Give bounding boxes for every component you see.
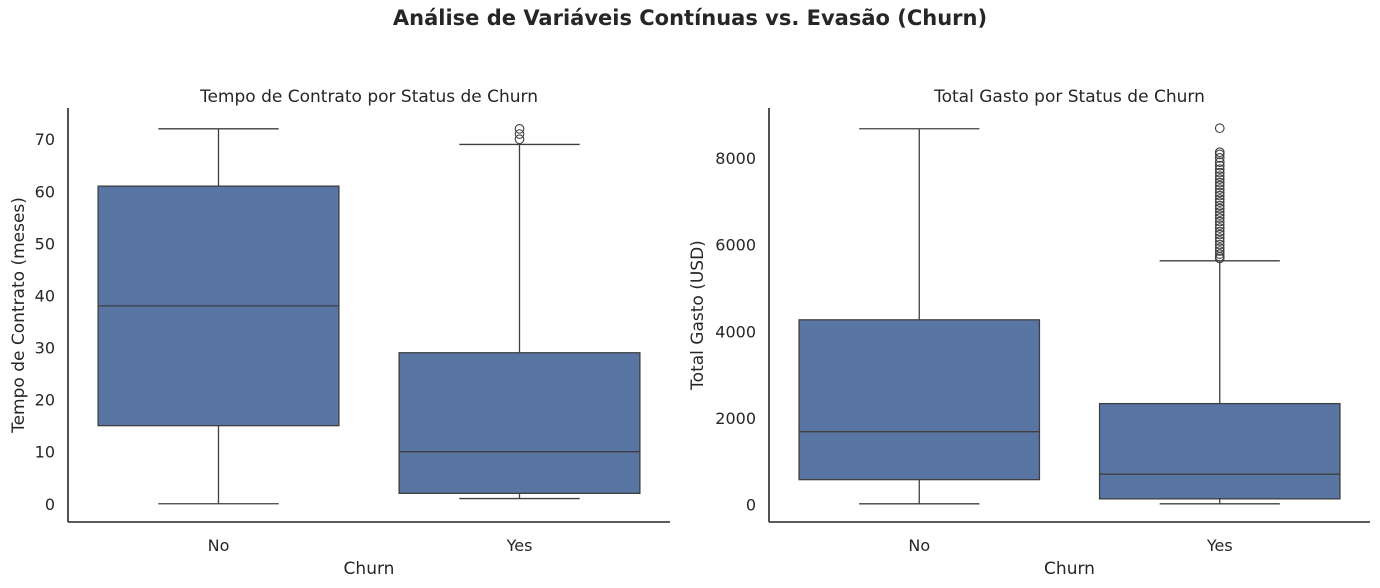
y-tick-label: 10 [35, 443, 55, 462]
y-tick-label: 4000 [715, 322, 756, 341]
outlier-point [1214, 174, 1225, 184]
outlier-point [1214, 210, 1225, 220]
outlier-point [1214, 164, 1225, 174]
chart-panel-2: Total Gasto por Status de Churn 0 2000 4000… [688, 87, 1370, 579]
outlier-point [1214, 220, 1225, 230]
outlier-point [1214, 203, 1225, 214]
y-tick-label: 50 [35, 234, 55, 253]
outlier-point [1214, 236, 1225, 246]
box-iqr [798, 319, 1041, 481]
outlier-point [1214, 233, 1225, 243]
outlier-point [1214, 213, 1225, 223]
outlier-point [1214, 207, 1225, 217]
y-tick-label: 60 [35, 182, 55, 201]
outlier-point [1214, 223, 1225, 233]
y-axis-label: Total Gasto (USD) [688, 240, 708, 391]
outlier-point [1214, 197, 1225, 207]
outlier-point [1214, 160, 1225, 171]
chart-panel-1: Tempo de Contrato por Status de Churn 0 10… [9, 87, 670, 579]
figure-title: Análise de Variáveis Contínuas vs. Evasã… [392, 6, 988, 30]
outlier-point [1214, 187, 1225, 198]
box-no [97, 128, 340, 505]
y-tick-label: 40 [35, 286, 55, 305]
x-tick-label: Yes [1206, 536, 1233, 555]
outlier-point [1214, 200, 1225, 211]
outlier-point [1214, 190, 1225, 201]
outlier-point [1214, 249, 1225, 259]
box-iqr [1098, 402, 1341, 500]
outlier-point [1214, 184, 1225, 194]
y-tick-label: 0 [45, 495, 55, 514]
x-tick-label: No [908, 536, 930, 555]
outlier-point [1214, 226, 1225, 237]
y-tick-label: 2000 [715, 409, 756, 428]
box-iqr [398, 352, 641, 495]
outlier-point [1214, 194, 1225, 204]
x-axis-label: Churn [1044, 559, 1095, 579]
outlier-point [1214, 157, 1225, 168]
y-tick-label: 70 [35, 130, 55, 149]
outlier-point [1214, 180, 1225, 191]
y-tick-label: 30 [35, 339, 55, 358]
outlier-point [1214, 123, 1225, 134]
outlier-point [1214, 171, 1225, 181]
outlier-point [1214, 239, 1225, 250]
chart-title: Tempo de Contrato por Status de Churn [199, 87, 538, 107]
outlier-point [1214, 243, 1225, 253]
outlier-point [1214, 153, 1225, 163]
outlier-point [1214, 147, 1225, 158]
outlier-point [1214, 177, 1225, 188]
outlier-point [514, 123, 525, 134]
outlier-point [514, 134, 525, 145]
x-tick-label: Yes [506, 536, 533, 555]
outlier-point [1214, 246, 1225, 256]
y-tick-label: 6000 [715, 236, 756, 255]
box-no [798, 128, 1041, 505]
box-yes [1098, 123, 1341, 505]
outlier-point [514, 129, 525, 139]
outlier-point [1214, 167, 1225, 178]
x-axis-label: Churn [344, 559, 395, 579]
outlier-point [1214, 216, 1225, 227]
box-yes [398, 123, 641, 500]
y-tick-label: 0 [746, 496, 756, 515]
y-tick-label: 8000 [715, 149, 756, 168]
chart-title: Total Gasto por Status de Churn [933, 87, 1205, 107]
outlier-point [1214, 229, 1225, 240]
y-axis-label: Tempo de Contrato (meses) [9, 197, 29, 434]
y-tick-label: 20 [35, 391, 55, 410]
x-tick-label: No [208, 536, 230, 555]
